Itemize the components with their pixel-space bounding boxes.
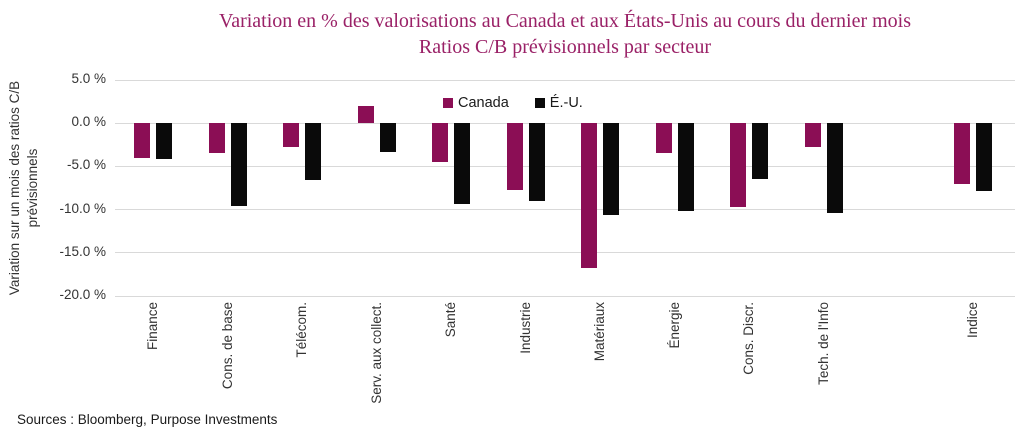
bar-us-6 <box>603 123 620 215</box>
bar-canada-4 <box>432 123 449 163</box>
bar-canada-1 <box>208 123 225 153</box>
x-axis-label-8: Cons. Discr. <box>741 302 757 375</box>
chart-title-line2: Ratios C/B prévisionnels par secteur <box>418 36 712 58</box>
legend: Canada É.-U. <box>443 95 583 111</box>
x-axis-label-5: Industrie <box>517 302 533 354</box>
y-tick-label: -15.0 % <box>59 243 106 259</box>
bar-canada-11 <box>954 123 971 184</box>
gridline <box>115 209 1015 211</box>
legend-label-canada: Canada <box>458 95 509 111</box>
bar-canada-9 <box>804 123 821 147</box>
x-axis-label-2: Télécom. <box>294 302 310 358</box>
us-series-swatch-icon <box>534 98 545 108</box>
y-axis-title: Variation sur un mois des ratios C/B pré… <box>7 80 40 296</box>
x-axis-label-9: Tech. de l'Info <box>815 302 831 385</box>
legend-item-us: É.-U. <box>534 95 583 111</box>
bar-us-9 <box>826 123 843 214</box>
bar-us-3 <box>379 123 396 152</box>
canada-series-swatch-icon <box>443 98 453 108</box>
x-axis-label-3: Serv. aux collect. <box>368 302 384 404</box>
x-axis-label-1: Cons. de base <box>219 302 235 390</box>
bar-us-7 <box>677 123 694 212</box>
x-axis-label-7: Énergie <box>666 302 682 349</box>
bar-us-11 <box>976 123 993 191</box>
bar-us-4 <box>454 123 471 205</box>
x-axis-label-0: Finance <box>145 302 160 351</box>
y-tick-label: -5.0 % <box>66 157 106 173</box>
x-axis-label-11: Indice <box>965 302 981 339</box>
bar-us-8 <box>752 123 769 180</box>
chart-title: Variation en % des valorisations au Cana… <box>105 8 1024 60</box>
gridline <box>115 122 1015 124</box>
bar-canada-3 <box>357 105 374 124</box>
legend-item-canada: Canada <box>443 95 509 111</box>
x-axis-label-6: Matériaux <box>592 302 608 362</box>
y-tick-label: 0.0 % <box>71 114 106 130</box>
bar-us-1 <box>230 123 247 207</box>
legend-label-us: É.-U. <box>549 95 583 111</box>
bar-us-5 <box>528 123 545 201</box>
y-tick-label: 5.0 % <box>71 71 106 86</box>
bar-canada-6 <box>581 123 598 269</box>
gridline <box>115 79 1015 81</box>
bar-canada-8 <box>730 123 747 207</box>
chart-title-line1: Variation en % des valorisations au Cana… <box>218 10 912 32</box>
sources-text: Sources : Bloomberg, Purpose Investments <box>17 412 278 427</box>
bar-canada-7 <box>655 123 672 153</box>
x-axis-label-4: Santé <box>443 302 459 338</box>
gridline <box>115 165 1015 167</box>
gridline <box>115 295 1015 297</box>
y-tick-label: -20.0 % <box>59 287 106 302</box>
bar-canada-5 <box>506 123 523 190</box>
bar-canada-0 <box>134 123 150 158</box>
y-tick-label: -10.0 % <box>59 200 106 216</box>
gridline <box>115 252 1015 254</box>
bar-us-2 <box>305 123 322 181</box>
bar-canada-2 <box>283 123 300 147</box>
bar-us-0 <box>156 123 172 159</box>
